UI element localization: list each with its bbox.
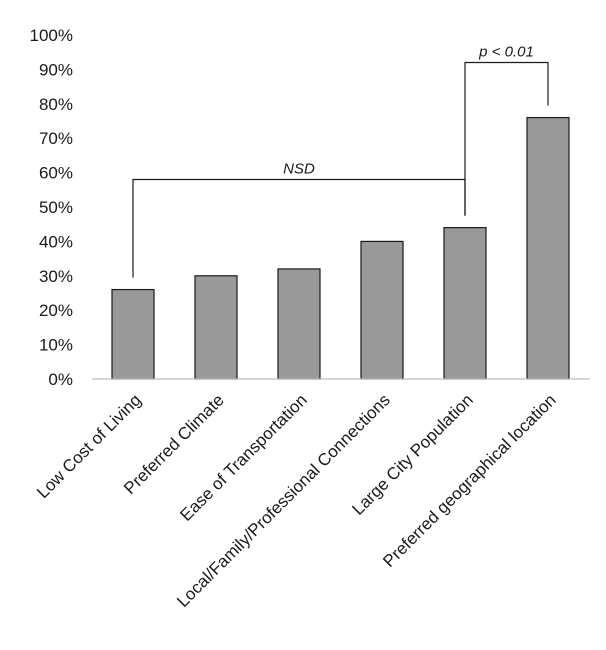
bar <box>111 288 155 380</box>
significance-brackets: NSD p < 0.01 <box>132 44 549 278</box>
bar <box>277 268 321 380</box>
x-tick-label: Preferred geographical location <box>379 390 560 571</box>
y-tick-label: 30% <box>39 267 73 286</box>
y-tick-label: 90% <box>39 60 73 79</box>
bar <box>526 116 570 380</box>
y-tick-label: 60% <box>39 164 73 183</box>
bars <box>111 116 570 380</box>
significance-bracket <box>464 61 549 216</box>
significance-label: NSD <box>283 160 315 177</box>
y-axis-ticks: 0% 10% 20% 30% 40% 50% 60% 70% 80% 90% 100% <box>30 26 73 389</box>
y-tick-label: 20% <box>39 301 73 320</box>
y-tick-label: 80% <box>39 95 73 114</box>
y-tick-label: 40% <box>39 232 73 251</box>
bar <box>360 240 404 380</box>
y-tick-label: 50% <box>39 198 73 217</box>
significance-label: p < 0.01 <box>478 44 534 61</box>
y-tick-label: 10% <box>39 336 73 355</box>
y-tick-label: 70% <box>39 129 73 148</box>
y-tick-label: 0% <box>48 370 73 389</box>
bar <box>194 275 238 380</box>
y-tick-label: 100% <box>30 26 73 45</box>
significance-bracket <box>132 178 466 278</box>
bar <box>443 227 487 380</box>
